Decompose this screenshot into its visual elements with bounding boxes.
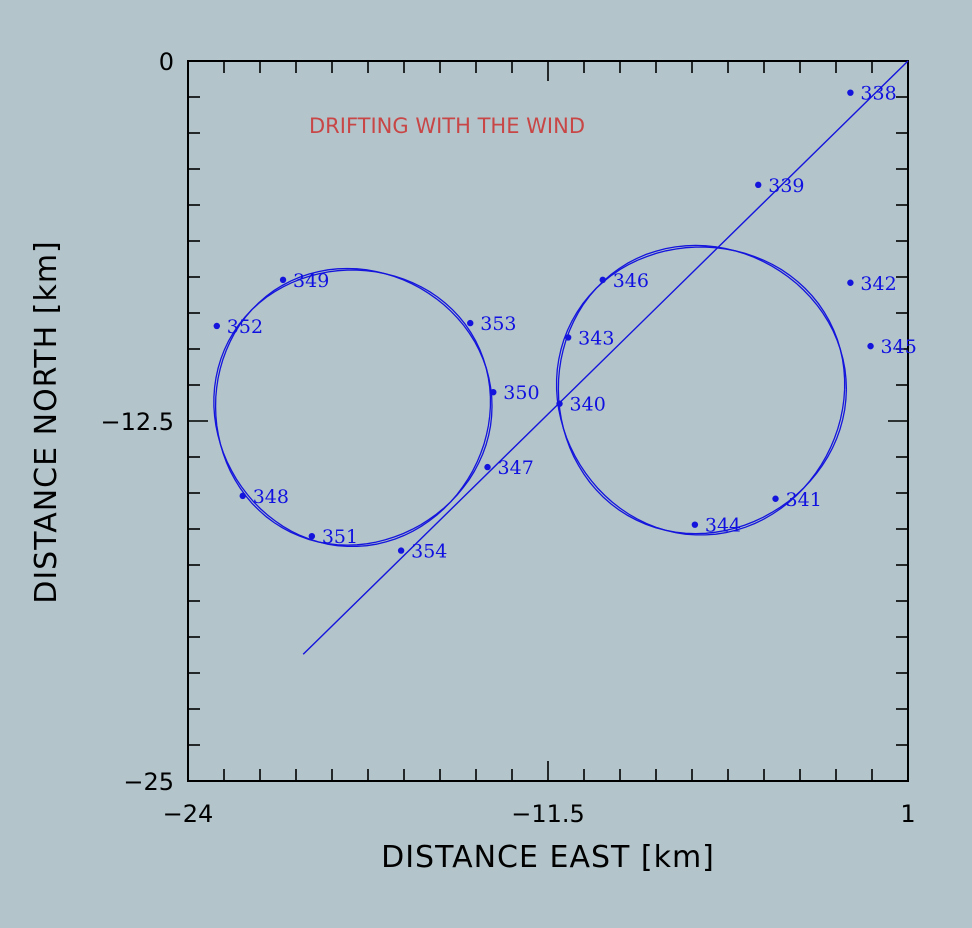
track-point-344 [691,521,699,528]
circle-track-2 [557,244,848,535]
track-point-346 [599,276,606,284]
track-point-338 [847,89,854,96]
point-label-339: 339 [768,175,804,197]
point-label-343: 343 [578,327,614,349]
track-point-352 [213,322,220,330]
track-point-351 [308,533,316,540]
track-point-354 [397,547,405,554]
circle-track-1 [213,269,492,548]
point-label-344: 344 [705,515,741,537]
track-point-340 [556,400,563,407]
track-point-341 [772,495,779,502]
point-label-341: 341 [786,489,822,511]
point-label-338: 338 [860,83,896,105]
point-label-345: 345 [881,336,917,358]
track-point-350 [490,389,497,396]
y-axis-title: DISTANCE NORTH [km] [29,240,64,604]
point-label-348: 348 [253,486,289,508]
plot-frame [187,60,909,782]
x-axis-title: DISTANCE EAST [km] [381,840,715,875]
track-point-347 [484,463,491,471]
circle-track-2 [555,246,846,536]
circle-track-1 [214,267,493,546]
point-label-352: 352 [227,316,263,338]
track-point-345 [867,342,874,350]
point-label-353: 353 [480,313,516,335]
drift-track-line [302,60,909,655]
axes: −24 −11.5 1 0 −12.5 −25 [100,48,915,828]
point-label-342: 342 [860,273,896,295]
plot-area: 338 339 340 341 342 343 344 345 346 347 348 349 350 3… [213,60,917,655]
point-label-350: 350 [503,382,539,404]
point-label-347: 347 [498,457,534,479]
x-tick-label: 1 [900,800,915,828]
track-point-342 [847,279,854,286]
annotation-text: DRIFTING WITH THE WIND [309,114,585,138]
point-label-354: 354 [411,541,447,563]
point-label-346: 346 [613,270,649,292]
x-tick-label: −11.5 [511,800,585,828]
track-point-349 [279,276,287,284]
track-point-353 [467,319,474,327]
point-label-351: 351 [322,526,358,548]
y-tick-label: 0 [159,48,174,76]
point-label-340: 340 [570,394,606,416]
y-tick-label: −12.5 [100,408,174,436]
y-tick-label: −25 [123,768,174,796]
point-label-349: 349 [293,270,329,292]
track-point-339 [755,181,762,189]
track-point-343 [564,334,572,341]
x-tick-label: −24 [163,800,214,828]
track-point-348 [239,492,246,500]
